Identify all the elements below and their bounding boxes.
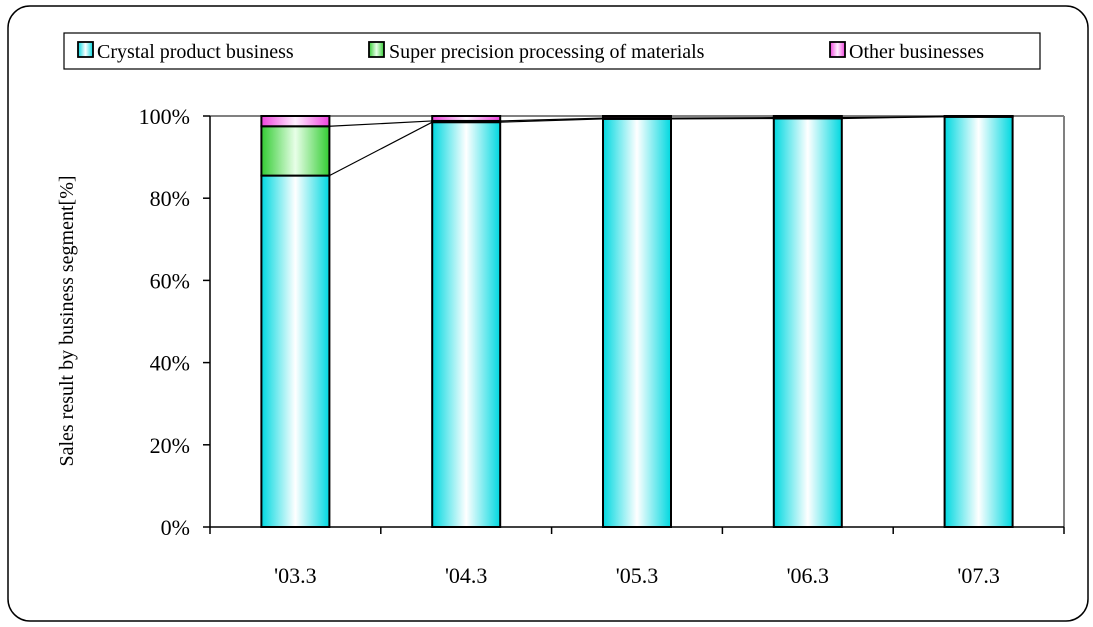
legend: Crystal product business Super precision… (63, 32, 1041, 70)
x-tick-label: '04.3 (445, 563, 487, 588)
bar-segment-other (772, 115, 843, 119)
legend-item-crystal: Crystal product business (77, 41, 294, 63)
series-connector-line (841, 115, 945, 119)
bar-segment-other (431, 115, 502, 122)
x-tick-label: '03.3 (274, 563, 316, 588)
legend-swatch-super-precision (368, 41, 385, 58)
bar-segment-crystal (772, 117, 843, 528)
bar-segment-super-precision (260, 125, 331, 177)
bar-segment-crystal (260, 174, 331, 528)
x-tick-label: '06.3 (787, 563, 829, 588)
bar-segment-crystal (602, 117, 672, 528)
legend-box (63, 32, 1041, 70)
y-tick-label: 40% (150, 351, 190, 376)
series-lines (329, 115, 945, 177)
y-axis-title: Sales result by business segment[%] (56, 175, 78, 466)
x-axis-ticks: '03.3 '04.3 '05.3 '06.3 '07.3 (209, 527, 1065, 588)
legend-label-crystal: Crystal product business (97, 41, 294, 63)
bar-segment-crystal (431, 121, 502, 528)
bars (260, 115, 1014, 529)
series-connector-line (329, 121, 433, 177)
series-connector-line (500, 118, 604, 123)
legend-item-super-precision: Super precision processing of materials (368, 41, 705, 63)
legend-label-super-precision: Super precision processing of materials (389, 41, 705, 63)
y-tick-label: 60% (150, 268, 190, 293)
legend-swatch-other (829, 41, 846, 58)
legend-swatch-crystal (77, 41, 94, 58)
y-tick-label: 100% (139, 104, 190, 129)
series-connector-line (329, 120, 433, 127)
x-tick-label: '05.3 (616, 563, 658, 588)
y-axis-ticks: 0% 20% 40% 60% 80% 100% (139, 104, 210, 540)
y-tick-label: 80% (150, 186, 190, 211)
series-connector-line (500, 117, 604, 122)
bar-segment-other (260, 115, 331, 128)
x-tick-label: '07.3 (957, 563, 999, 588)
legend-item-other: Other businesses (829, 41, 984, 63)
bar-segment-crystal (943, 115, 1014, 529)
bar-segment-other (602, 115, 672, 120)
y-tick-label: 0% (161, 515, 190, 540)
legend-label-other: Other businesses (849, 41, 984, 63)
y-tick-label: 20% (150, 433, 190, 458)
